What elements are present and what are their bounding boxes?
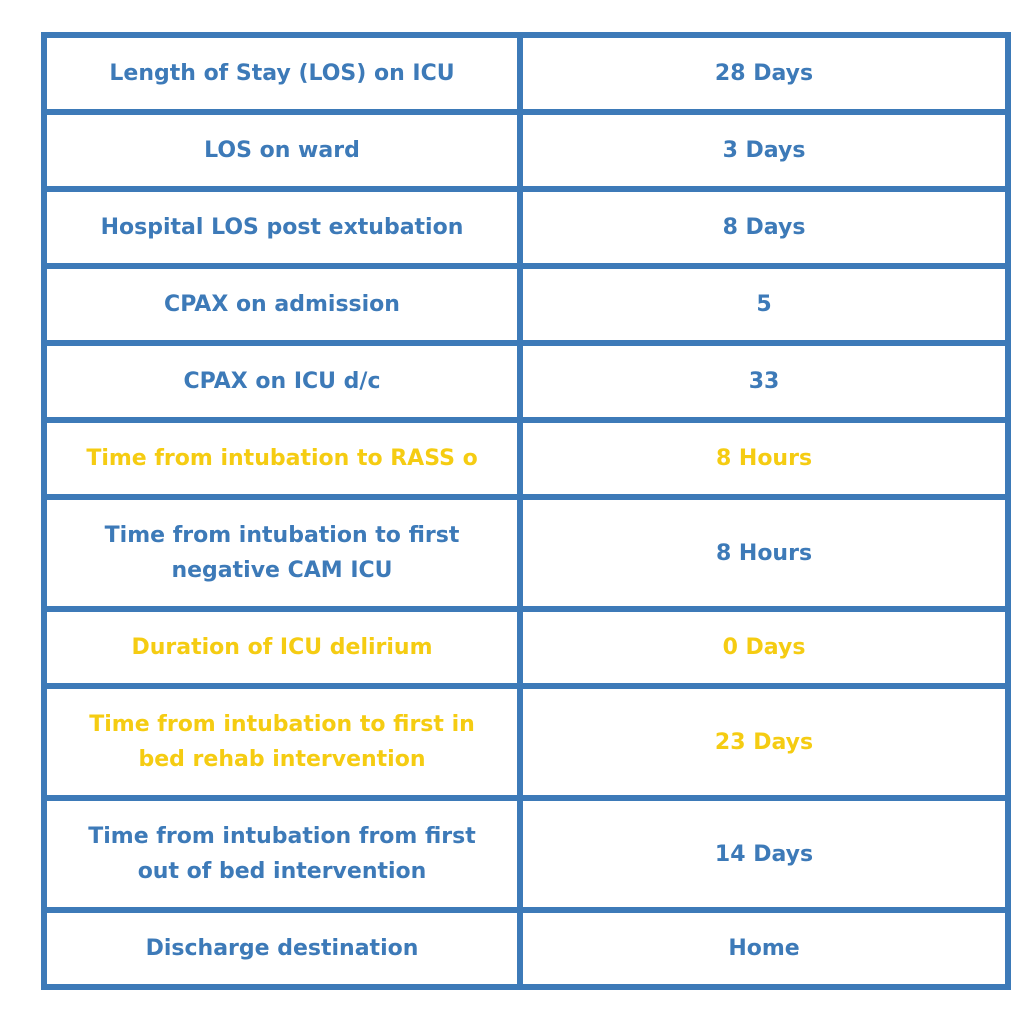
row-label: LOS on ward bbox=[41, 109, 523, 192]
row-value: 8 Hours bbox=[517, 417, 1011, 500]
row-value: Home bbox=[517, 907, 1011, 990]
row-label: CPAX on ICU d/c bbox=[41, 340, 523, 423]
table-row-cpax-admission: CPAX on admission 5 bbox=[41, 263, 1011, 346]
row-value: 8 Hours bbox=[517, 494, 1011, 612]
row-label: Time from intubation to first negative C… bbox=[41, 494, 523, 612]
table-row-cpax-discharge: CPAX on ICU d/c 33 bbox=[41, 340, 1011, 423]
row-label: CPAX on admission bbox=[41, 263, 523, 346]
row-label: Hospital LOS post extubation bbox=[41, 186, 523, 269]
row-value: 28 Days bbox=[517, 32, 1011, 115]
table-row-out-of-bed: Time from intubation from first out of b… bbox=[41, 795, 1011, 913]
table-row-cam-icu: Time from intubation to first negative C… bbox=[41, 494, 1011, 612]
row-value: 33 bbox=[517, 340, 1011, 423]
table-row-delirium: Duration of ICU delirium 0 Days bbox=[41, 606, 1011, 689]
row-value: 14 Days bbox=[517, 795, 1011, 913]
row-value: 0 Days bbox=[517, 606, 1011, 689]
table-row-hospital-los: Hospital LOS post extubation 8 Days bbox=[41, 186, 1011, 269]
row-label: Duration of ICU delirium bbox=[41, 606, 523, 689]
table-row-ward-los: LOS on ward 3 Days bbox=[41, 109, 1011, 192]
row-label: Time from intubation to first in bed reh… bbox=[41, 683, 523, 801]
row-value: 8 Days bbox=[517, 186, 1011, 269]
table-row-in-bed-rehab: Time from intubation to first in bed reh… bbox=[41, 683, 1011, 801]
outcomes-table-body: Length of Stay (LOS) on ICU 28 Days LOS … bbox=[41, 32, 1011, 990]
table-row-rass: Time from intubation to RASS o 8 Hours bbox=[41, 417, 1011, 500]
row-value: 23 Days bbox=[517, 683, 1011, 801]
row-label: Time from intubation to RASS o bbox=[41, 417, 523, 500]
row-label: Time from intubation from first out of b… bbox=[41, 795, 523, 913]
outcomes-table: Length of Stay (LOS) on ICU 28 Days LOS … bbox=[41, 32, 1011, 990]
table-row-icu-los: Length of Stay (LOS) on ICU 28 Days bbox=[41, 32, 1011, 115]
row-value: 3 Days bbox=[517, 109, 1011, 192]
row-value: 5 bbox=[517, 263, 1011, 346]
table-row-discharge-destination: Discharge destination Home bbox=[41, 907, 1011, 990]
row-label: Length of Stay (LOS) on ICU bbox=[41, 32, 523, 115]
row-label: Discharge destination bbox=[41, 907, 523, 990]
